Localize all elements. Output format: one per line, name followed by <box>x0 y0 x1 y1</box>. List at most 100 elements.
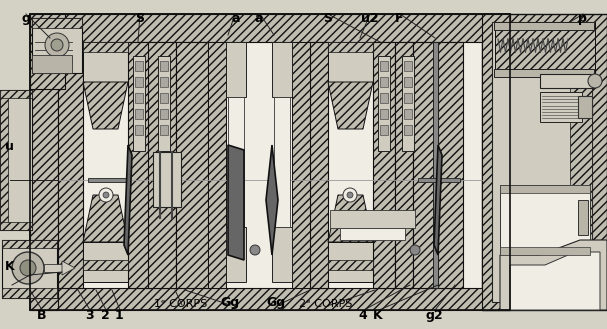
Bar <box>413 42 438 288</box>
Text: u: u <box>5 140 14 153</box>
Circle shape <box>20 260 36 276</box>
Text: a: a <box>255 12 263 25</box>
Bar <box>373 42 395 288</box>
Bar <box>328 242 373 282</box>
Circle shape <box>250 245 260 255</box>
Text: S: S <box>135 12 144 25</box>
Bar <box>83 42 128 82</box>
Bar <box>495 22 595 74</box>
Bar <box>30 14 65 89</box>
Circle shape <box>410 245 420 255</box>
Bar <box>135 77 143 87</box>
Bar <box>30 14 510 42</box>
Circle shape <box>51 39 63 51</box>
Bar <box>402 56 414 151</box>
Bar <box>328 42 373 82</box>
Bar <box>208 42 310 288</box>
Circle shape <box>347 192 353 198</box>
Bar <box>32 18 82 28</box>
Bar <box>272 42 292 97</box>
Polygon shape <box>83 82 128 129</box>
Polygon shape <box>328 195 373 242</box>
Bar <box>2 240 57 298</box>
Bar <box>135 125 143 135</box>
Bar <box>395 42 413 288</box>
Bar <box>418 178 460 182</box>
Bar <box>2 288 57 298</box>
Text: g2: g2 <box>425 309 443 322</box>
Bar <box>160 61 168 71</box>
Bar <box>540 92 582 122</box>
Bar <box>30 288 510 310</box>
Bar <box>0 90 32 98</box>
Text: 2: 2 <box>101 309 109 322</box>
Bar <box>30 14 510 310</box>
Bar <box>0 90 8 230</box>
Text: K: K <box>373 309 382 322</box>
Polygon shape <box>228 145 244 260</box>
Bar <box>135 61 143 71</box>
Text: 4: 4 <box>359 309 367 322</box>
Bar <box>135 93 143 103</box>
Bar <box>58 42 83 288</box>
Bar <box>83 42 128 52</box>
Bar <box>135 109 143 119</box>
Bar <box>310 42 328 288</box>
Circle shape <box>588 74 602 88</box>
Bar <box>0 222 32 230</box>
Bar <box>32 18 82 73</box>
Bar <box>340 228 405 240</box>
Bar <box>404 109 412 119</box>
Bar <box>228 97 244 227</box>
Circle shape <box>45 33 69 57</box>
Text: u2: u2 <box>361 12 379 25</box>
Bar <box>492 22 592 302</box>
Circle shape <box>99 188 113 202</box>
Bar <box>404 61 412 71</box>
Bar <box>226 227 246 282</box>
Bar <box>160 93 168 103</box>
Bar <box>133 56 145 151</box>
Bar <box>378 56 390 151</box>
Polygon shape <box>328 82 373 129</box>
Bar <box>160 109 168 119</box>
Text: p: p <box>578 12 587 25</box>
Bar <box>540 74 595 88</box>
Bar <box>578 200 588 235</box>
Bar <box>274 97 290 227</box>
Bar <box>438 42 463 288</box>
Bar <box>570 22 592 302</box>
Bar <box>160 125 168 135</box>
Bar <box>88 178 130 182</box>
Text: 2ᵉ CORPS: 2ᵉ CORPS <box>299 299 352 309</box>
Text: 1ᵉ CORPS: 1ᵉ CORPS <box>154 299 208 309</box>
Bar <box>500 185 590 193</box>
Bar <box>578 96 592 118</box>
Bar <box>482 14 607 310</box>
Text: F: F <box>395 12 404 25</box>
Text: 3: 3 <box>86 309 94 322</box>
Bar <box>433 42 438 288</box>
Text: a: a <box>231 12 240 25</box>
Polygon shape <box>434 145 442 255</box>
Text: Gg: Gg <box>220 296 239 309</box>
Bar <box>176 42 208 288</box>
Bar <box>500 185 590 255</box>
Bar <box>30 14 510 310</box>
Bar <box>83 242 128 282</box>
Bar <box>226 42 246 97</box>
Bar <box>500 255 607 310</box>
Bar <box>44 264 62 272</box>
Bar <box>330 210 415 228</box>
Text: Gg: Gg <box>266 296 286 309</box>
Bar <box>380 125 388 135</box>
Bar <box>160 77 168 87</box>
Bar <box>0 90 32 230</box>
Bar <box>380 77 388 87</box>
Polygon shape <box>266 145 278 255</box>
Bar <box>32 55 72 73</box>
Bar <box>158 56 170 151</box>
Bar <box>380 109 388 119</box>
Bar <box>148 42 176 288</box>
Bar <box>328 42 373 52</box>
